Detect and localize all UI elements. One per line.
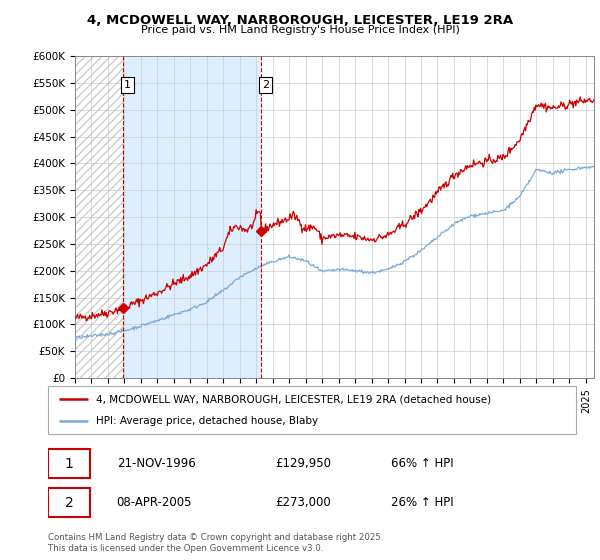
Text: Price paid vs. HM Land Registry's House Price Index (HPI): Price paid vs. HM Land Registry's House … xyxy=(140,25,460,35)
Text: 21-NOV-1996: 21-NOV-1996 xyxy=(116,457,196,470)
Text: 4, MCDOWELL WAY, NARBOROUGH, LEICESTER, LE19 2RA (detached house): 4, MCDOWELL WAY, NARBOROUGH, LEICESTER, … xyxy=(95,394,491,404)
Bar xyxy=(123,56,260,378)
Text: 08-APR-2005: 08-APR-2005 xyxy=(116,496,192,509)
Text: 2: 2 xyxy=(65,496,73,510)
Text: Contains HM Land Registry data © Crown copyright and database right 2025.
This d: Contains HM Land Registry data © Crown c… xyxy=(48,533,383,553)
Text: 1: 1 xyxy=(124,80,131,90)
FancyBboxPatch shape xyxy=(48,386,576,434)
Text: 1: 1 xyxy=(65,456,74,470)
Bar xyxy=(75,56,123,378)
Text: 2: 2 xyxy=(262,80,269,90)
FancyBboxPatch shape xyxy=(48,488,90,517)
Text: 4, MCDOWELL WAY, NARBOROUGH, LEICESTER, LE19 2RA: 4, MCDOWELL WAY, NARBOROUGH, LEICESTER, … xyxy=(87,14,513,27)
Text: HPI: Average price, detached house, Blaby: HPI: Average price, detached house, Blab… xyxy=(95,416,317,426)
Text: 26% ↑ HPI: 26% ↑ HPI xyxy=(391,496,454,509)
Text: £273,000: £273,000 xyxy=(275,496,331,509)
Text: £129,950: £129,950 xyxy=(275,457,331,470)
Text: 66% ↑ HPI: 66% ↑ HPI xyxy=(391,457,454,470)
FancyBboxPatch shape xyxy=(48,449,90,478)
